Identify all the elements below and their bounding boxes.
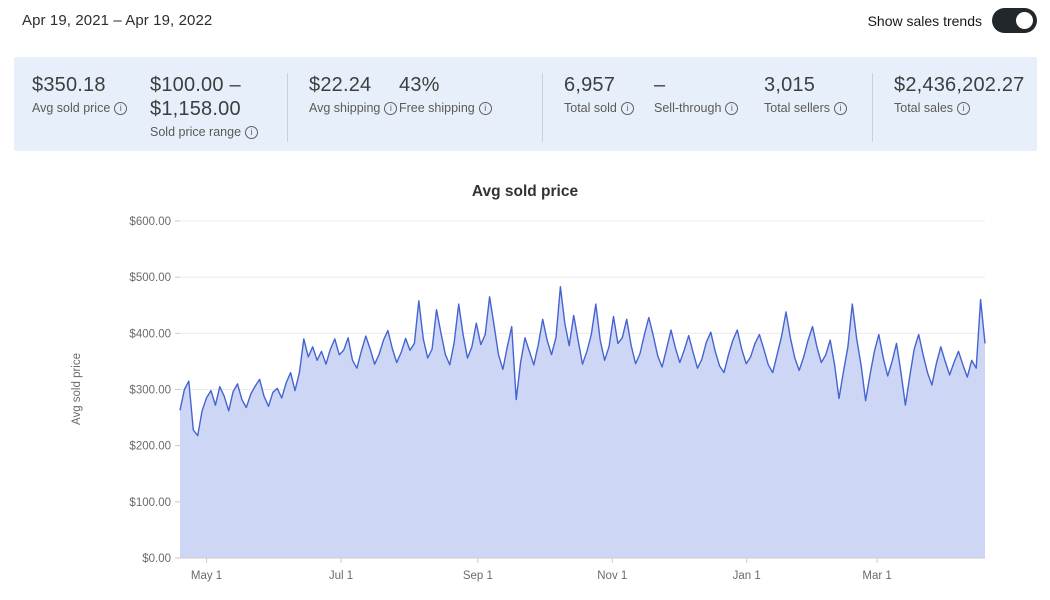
y-tick-label: $300.00 — [129, 385, 171, 397]
x-tick-label: Sep 1 — [463, 570, 493, 582]
stat-total-sales: $2,436,202.27 Total sales i — [894, 73, 1029, 151]
stat-value: $350.18 — [32, 74, 106, 96]
stat-avg-sold-price: $350.18 Avg sold price i — [32, 73, 150, 151]
stat-sell-through: – Sell-through i — [654, 73, 764, 151]
stat-sold-price-range: $100.00 – $1,158.00 Sold price range i — [150, 73, 287, 151]
stat-label: Free shipping — [399, 101, 475, 115]
info-icon[interactable]: i — [384, 101, 398, 115]
stat-label: Total sellers — [764, 101, 830, 115]
stat-value: 6,957 — [564, 74, 616, 96]
toggle-knob — [1016, 12, 1033, 29]
stat-label: Avg shipping — [309, 101, 381, 115]
info-icon[interactable]: i — [834, 101, 847, 115]
info-icon[interactable]: i — [478, 101, 492, 115]
stats-group-sales-counts: 6,957 Total sold i – Sell-through i 3,015 … — [542, 57, 872, 151]
stat-value: 3,015 — [764, 74, 816, 96]
stat-value: $100.00 – $1,158.00 — [150, 74, 241, 120]
x-tick-label: Jul 1 — [329, 570, 353, 582]
stat-value: $2,436,202.27 — [894, 74, 1025, 96]
header: Apr 19, 2021 – Apr 19, 2022 Show sales t… — [0, 0, 1050, 33]
stat-value: $22.24 — [309, 74, 372, 96]
stats-bar: $350.18 Avg sold price i $100.00 – $1,158… — [14, 57, 1037, 151]
info-icon[interactable]: i — [957, 101, 971, 115]
x-tick-label: Mar 1 — [862, 570, 891, 582]
stat-free-shipping: 43% Free shipping i — [399, 73, 542, 151]
toggle-label: Show sales trends — [867, 12, 982, 29]
area-fill — [180, 286, 985, 558]
stat-value: – — [654, 74, 666, 96]
sales-trends-control: Show sales trends — [868, 8, 1037, 33]
stats-group-total-sales: $2,436,202.27 Total sales i — [872, 57, 1029, 151]
y-tick-label: $0.00 — [142, 553, 171, 565]
trend-line — [179, 286, 986, 437]
stat-total-sold: 6,957 Total sold i — [564, 73, 654, 151]
x-tick-label: May 1 — [191, 570, 222, 582]
stat-label: Sold price range — [150, 125, 242, 139]
avg-sold-price-chart[interactable]: Avg sold price $0.00 $100.00 $200.00 $300.0… — [0, 201, 1050, 591]
x-tick-label: Nov 1 — [597, 570, 627, 582]
sales-trends-toggle[interactable] — [992, 8, 1037, 33]
stat-value: 43% — [399, 74, 440, 96]
stat-label: Sell-through — [654, 101, 722, 115]
date-range[interactable]: Apr 19, 2021 – Apr 19, 2022 — [22, 12, 213, 29]
chart-section: Avg sold price Avg sold price $0.00 $100.… — [0, 183, 1050, 591]
y-tick-label: $500.00 — [129, 272, 171, 284]
info-icon[interactable]: i — [620, 101, 634, 115]
info-icon[interactable]: i — [245, 125, 259, 139]
info-icon[interactable]: i — [114, 101, 128, 115]
y-tick-label: $600.00 — [129, 216, 171, 228]
stat-label: Total sold — [564, 101, 617, 115]
y-tick-label: $200.00 — [129, 441, 171, 453]
y-axis-title: Avg sold price — [71, 353, 83, 425]
stats-group-price: $350.18 Avg sold price i $100.00 – $1,158… — [14, 57, 287, 151]
y-tick-label: $100.00 — [129, 497, 171, 509]
y-tick-label: $400.00 — [129, 328, 171, 340]
stat-label: Total sales — [894, 101, 954, 115]
stats-group-shipping: $22.24 Avg shipping i 43% Free shipping i — [287, 57, 542, 151]
stat-avg-shipping: $22.24 Avg shipping i — [309, 73, 399, 151]
x-tick-label: Jan 1 — [733, 570, 761, 582]
chart-title: Avg sold price — [471, 183, 579, 200]
stat-label: Avg sold price — [32, 101, 111, 115]
info-icon[interactable]: i — [725, 101, 739, 115]
stat-total-sellers: 3,015 Total sellers i — [764, 73, 872, 151]
